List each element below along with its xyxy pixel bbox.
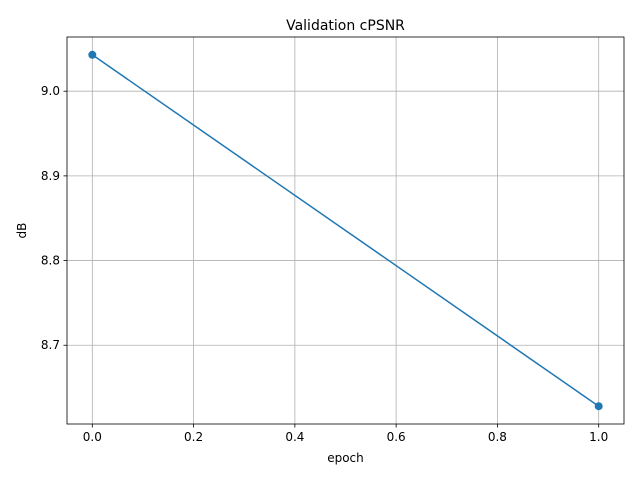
y-tick-label: 8.7 — [41, 338, 60, 352]
grid-layer — [67, 37, 624, 424]
x-tick-label: 0.2 — [184, 430, 203, 444]
ticks-layer: 0.0 0.2 0.4 0.6 0.8 1.0 8.7 8.8 8.9 9.0 — [41, 84, 608, 444]
chart-title: Validation cPSNR — [286, 18, 405, 34]
series-layer — [88, 50, 603, 411]
series-line — [91, 54, 600, 407]
y-tick-label: 8.9 — [41, 169, 60, 183]
plot-frame — [66, 36, 625, 425]
y-axis-label: dB — [15, 223, 29, 239]
x-axis-label: epoch — [327, 451, 364, 465]
y-tick-label: 8.8 — [41, 254, 60, 268]
data-point — [594, 402, 603, 411]
data-point — [88, 50, 97, 59]
x-tick-label: 0.4 — [285, 430, 304, 444]
x-tick-label: 0.0 — [83, 430, 102, 444]
y-tick-label: 9.0 — [41, 84, 60, 98]
x-tick-label: 0.6 — [387, 430, 406, 444]
x-tick-label: 0.8 — [488, 430, 507, 444]
x-tick-label: 1.0 — [589, 430, 608, 444]
